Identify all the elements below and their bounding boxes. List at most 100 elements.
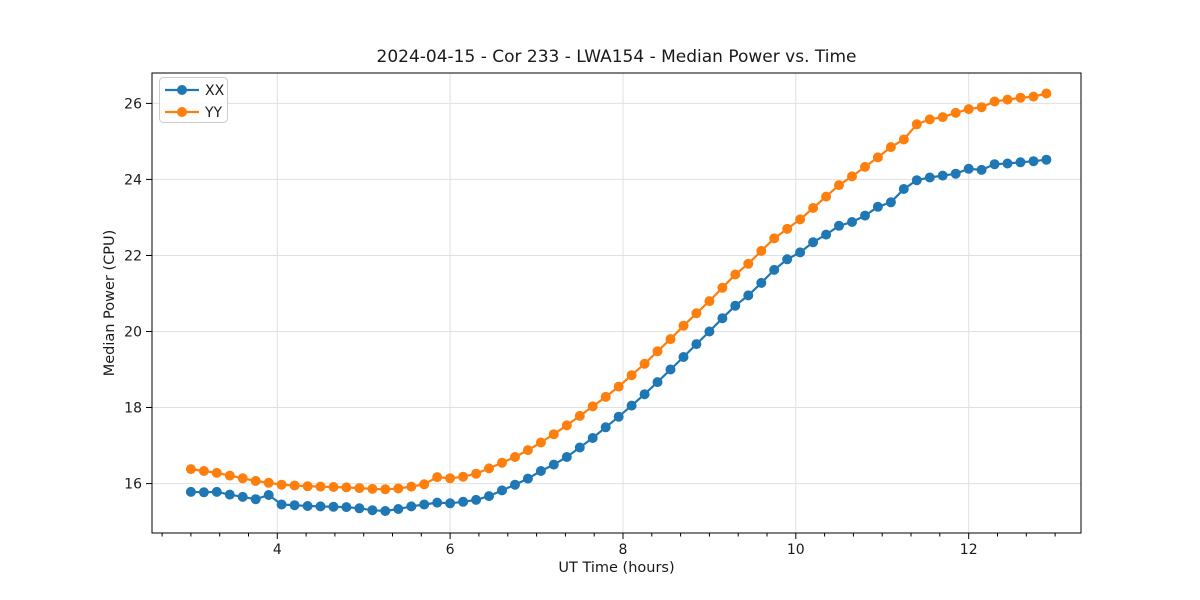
data-point (561, 420, 572, 431)
data-point (730, 269, 741, 280)
data-point (380, 506, 391, 516)
x-axis-label: UT Time (hours) (558, 560, 675, 576)
data-point (522, 473, 533, 484)
data-point (756, 277, 767, 288)
data-point (315, 501, 326, 512)
data-point (950, 107, 961, 118)
data-point (484, 463, 494, 474)
data-point (548, 459, 559, 470)
data-point (587, 433, 598, 443)
data-point (406, 501, 417, 512)
data-point (522, 445, 533, 456)
data-point (847, 171, 857, 182)
data-point (756, 245, 767, 256)
data-point (1028, 91, 1039, 102)
data-point (302, 501, 313, 511)
data-point (678, 352, 689, 362)
data-point (613, 411, 624, 422)
series-line-YY (190, 92, 1047, 491)
data-point (834, 180, 844, 191)
data-point (769, 233, 780, 244)
data-point (393, 483, 404, 494)
x-tick-label: 10 (787, 542, 805, 558)
data-point (730, 300, 741, 311)
data-point (535, 437, 546, 448)
data-point (704, 326, 715, 337)
data-point (561, 452, 572, 462)
legend-label: XX (205, 83, 225, 99)
data-point (548, 429, 559, 440)
data-point (769, 264, 780, 275)
data-point (743, 290, 754, 301)
data-point (458, 471, 469, 482)
data-point (1002, 94, 1013, 105)
data-point (795, 247, 806, 258)
data-point (626, 370, 637, 381)
data-point (924, 114, 935, 125)
data-point (315, 481, 326, 492)
data-point (808, 203, 819, 213)
data-point (613, 381, 624, 392)
y-tick-label: 16 (124, 477, 142, 493)
data-point (497, 457, 507, 468)
data-point (937, 170, 948, 181)
data-point (198, 487, 209, 498)
data-point (341, 502, 352, 513)
data-point (497, 485, 507, 496)
data-point (691, 339, 702, 350)
data-point (600, 422, 611, 433)
data-point (1015, 157, 1026, 168)
legend: XX YY (159, 77, 228, 123)
data-point (328, 482, 339, 492)
data-point (872, 201, 883, 212)
plot-border (151, 72, 1082, 534)
data-point (185, 464, 196, 475)
data-point (652, 377, 663, 388)
data-point (237, 491, 248, 502)
x-tick-label: 8 (619, 542, 628, 558)
chart-title: 2024-04-15 - Cor 233 - LWA154 - Median P… (376, 47, 857, 67)
data-point (652, 346, 663, 357)
legend-sample-marker (177, 85, 187, 95)
data-point (704, 296, 715, 307)
data-point (950, 168, 961, 179)
series-XX (185, 154, 1052, 516)
data-point (419, 499, 430, 510)
data-point (289, 500, 300, 511)
series-line-XX (190, 158, 1047, 513)
data-point (885, 142, 896, 153)
data-point (587, 401, 598, 412)
data-point (367, 483, 378, 494)
data-point (717, 313, 728, 324)
data-point (743, 258, 754, 269)
data-point (471, 494, 482, 505)
data-point (665, 364, 676, 375)
data-point (691, 308, 702, 319)
data-point (535, 466, 546, 476)
data-point (989, 159, 1000, 170)
data-point (471, 468, 482, 479)
data-point (717, 282, 728, 293)
data-point (354, 483, 365, 494)
data-point (224, 489, 235, 500)
data-point (989, 96, 1000, 107)
y-tick-label: 24 (124, 172, 142, 188)
data-point (937, 112, 948, 123)
data-point (911, 119, 922, 130)
data-point (211, 486, 222, 497)
data-point (1002, 158, 1013, 169)
data-point (976, 102, 987, 113)
data-point (885, 197, 896, 208)
data-point (821, 191, 832, 202)
data-point (185, 486, 196, 497)
data-point (860, 161, 870, 172)
data-point (782, 254, 793, 265)
y-tick-label: 26 (124, 96, 142, 112)
data-point (665, 334, 676, 345)
data-point (302, 481, 313, 492)
data-point (574, 442, 585, 453)
data-point (445, 473, 456, 484)
data-point (639, 358, 650, 369)
data-point (276, 499, 287, 510)
